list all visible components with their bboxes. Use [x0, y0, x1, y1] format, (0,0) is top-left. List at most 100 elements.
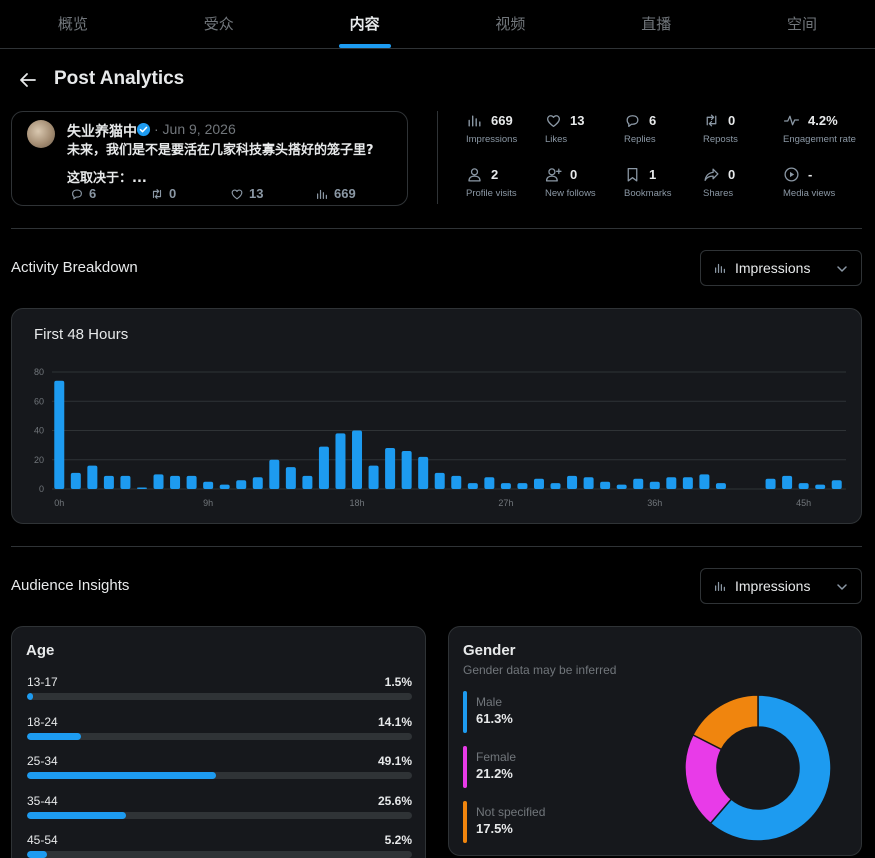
metric-label: Replies	[624, 134, 656, 145]
chart-bar[interactable]	[203, 481, 214, 489]
chart-bar[interactable]	[434, 472, 445, 489]
chart-bar[interactable]	[649, 481, 660, 489]
chart-bar[interactable]	[153, 474, 164, 489]
chart-bar[interactable]	[335, 433, 346, 489]
donut-slice[interactable]	[709, 695, 831, 841]
chart-bar[interactable]	[170, 475, 181, 489]
post-reposts: 0	[150, 186, 230, 201]
tab-audience[interactable]: 受众	[203, 15, 234, 33]
chart-bar[interactable]	[87, 465, 98, 489]
gender-item: Female 21.2%	[463, 746, 613, 788]
chart-bar[interactable]	[583, 477, 594, 489]
chart-bar[interactable]	[616, 484, 627, 489]
chart-bar[interactable]	[352, 430, 363, 490]
chart-bar[interactable]	[699, 474, 710, 489]
chart-bar[interactable]	[550, 483, 561, 489]
back-arrow-icon[interactable]	[18, 70, 38, 90]
chart-bar[interactable]	[682, 477, 693, 489]
chart-bar[interactable]	[517, 483, 528, 489]
metric-value: 0	[570, 166, 578, 182]
tab-video[interactable]: 视频	[495, 15, 526, 33]
chart-bar[interactable]	[798, 483, 809, 489]
chart-bar[interactable]	[120, 475, 131, 489]
tab-spaces[interactable]: 空间	[787, 15, 818, 33]
activity-metric-dropdown[interactable]: Impressions	[700, 250, 862, 286]
chart-bar[interactable]	[765, 478, 776, 489]
chart-bar[interactable]	[715, 483, 726, 489]
metric-profile-visits: 2 Profile visits	[466, 165, 546, 200]
repost-icon	[152, 188, 162, 199]
metric-new-follows: 0 New follows	[545, 165, 625, 200]
metric-label: Likes	[545, 134, 568, 145]
metric-label: Profile visits	[466, 188, 517, 199]
chart-bar[interactable]	[385, 448, 396, 489]
y-tick-label: 0	[39, 484, 44, 494]
age-bar-track	[27, 811, 412, 819]
person-icon	[468, 167, 481, 182]
x-tick-label: 0h	[54, 498, 64, 508]
chart-bar[interactable]	[467, 483, 478, 489]
chart-bar[interactable]	[500, 483, 511, 489]
vertical-divider	[437, 111, 438, 204]
chart-bar[interactable]	[815, 484, 826, 489]
chart-title: First 48 Hours	[34, 326, 129, 343]
chart-bar[interactable]	[103, 475, 114, 489]
gender-percent: 17.5%	[476, 821, 513, 836]
chart-bar[interactable]	[219, 484, 230, 489]
chart-bar[interactable]	[418, 456, 429, 489]
reply-icon	[72, 188, 82, 199]
chart-bar[interactable]	[484, 477, 495, 489]
post-reposts-count: 0	[169, 186, 177, 201]
chart-bar[interactable]	[285, 467, 296, 489]
add-person-icon	[545, 167, 562, 182]
chevron-down-icon	[837, 266, 847, 272]
metric-reposts: 0 Reposts	[703, 111, 783, 146]
age-bar-track	[27, 851, 412, 858]
chart-bar[interactable]	[567, 475, 578, 489]
chart-bar[interactable]	[666, 477, 677, 489]
chart-bar[interactable]	[401, 450, 412, 489]
chart-bar[interactable]	[252, 477, 263, 489]
chart-bar[interactable]	[236, 480, 247, 489]
donut-slice[interactable]	[691, 695, 759, 751]
chart-bar[interactable]	[600, 481, 611, 489]
chart-bar[interactable]	[269, 459, 280, 489]
chart-bar[interactable]	[633, 478, 644, 489]
chevron-down-icon	[837, 584, 847, 590]
x-tick-label: 18h	[350, 498, 365, 508]
age-card: Age 13-17 1.5% 18-24 14.1% 25-34 49.1% 35-44 25…	[11, 626, 426, 858]
chart-bar[interactable]	[782, 475, 793, 489]
age-bar-fill	[27, 772, 217, 779]
bar-chart-icon	[715, 581, 725, 591]
gender-color-bar	[463, 746, 467, 788]
avatar	[27, 120, 55, 148]
chart-bar[interactable]	[368, 465, 379, 489]
metric-label: Reposts	[703, 134, 738, 145]
metric-value: 1	[649, 166, 657, 182]
metric-bookmarks: 1 Bookmarks	[624, 165, 704, 200]
chart-bar[interactable]	[302, 475, 313, 489]
chart-bar[interactable]	[451, 475, 462, 489]
metric-engagement-rate: 4.2% Engagement rate	[783, 111, 863, 146]
metric-media-views: - Media views	[783, 165, 863, 200]
chart-bar[interactable]	[533, 478, 544, 489]
tab-content[interactable]: 内容	[292, 0, 438, 48]
post-views-count: 669	[334, 186, 356, 201]
age-bar-fill	[27, 732, 82, 740]
chart-bar[interactable]	[54, 380, 65, 489]
chart-bar[interactable]	[831, 480, 842, 489]
age-percent: 14.1%	[377, 714, 412, 729]
verified-badge-icon	[136, 122, 151, 137]
tab-live[interactable]: 直播	[641, 15, 672, 33]
age-bar-fill	[27, 851, 48, 858]
chart-bar[interactable]	[70, 472, 81, 489]
x-tick-label: 45h	[796, 498, 811, 508]
chart-bar[interactable]	[136, 487, 147, 489]
chart-bar[interactable]	[318, 446, 329, 489]
tab-overview[interactable]: 概览	[57, 15, 88, 33]
age-range-label: 35-44	[27, 793, 58, 808]
age-percent: 49.1%	[377, 754, 412, 768]
post-card[interactable]: 失业养猫中 · Jun 9, 2026 未来，我们是不是要活在几家科技寡头搭好的…	[11, 111, 408, 206]
chart-bar[interactable]	[186, 475, 197, 489]
audience-metric-dropdown[interactable]: Impressions	[700, 568, 862, 604]
